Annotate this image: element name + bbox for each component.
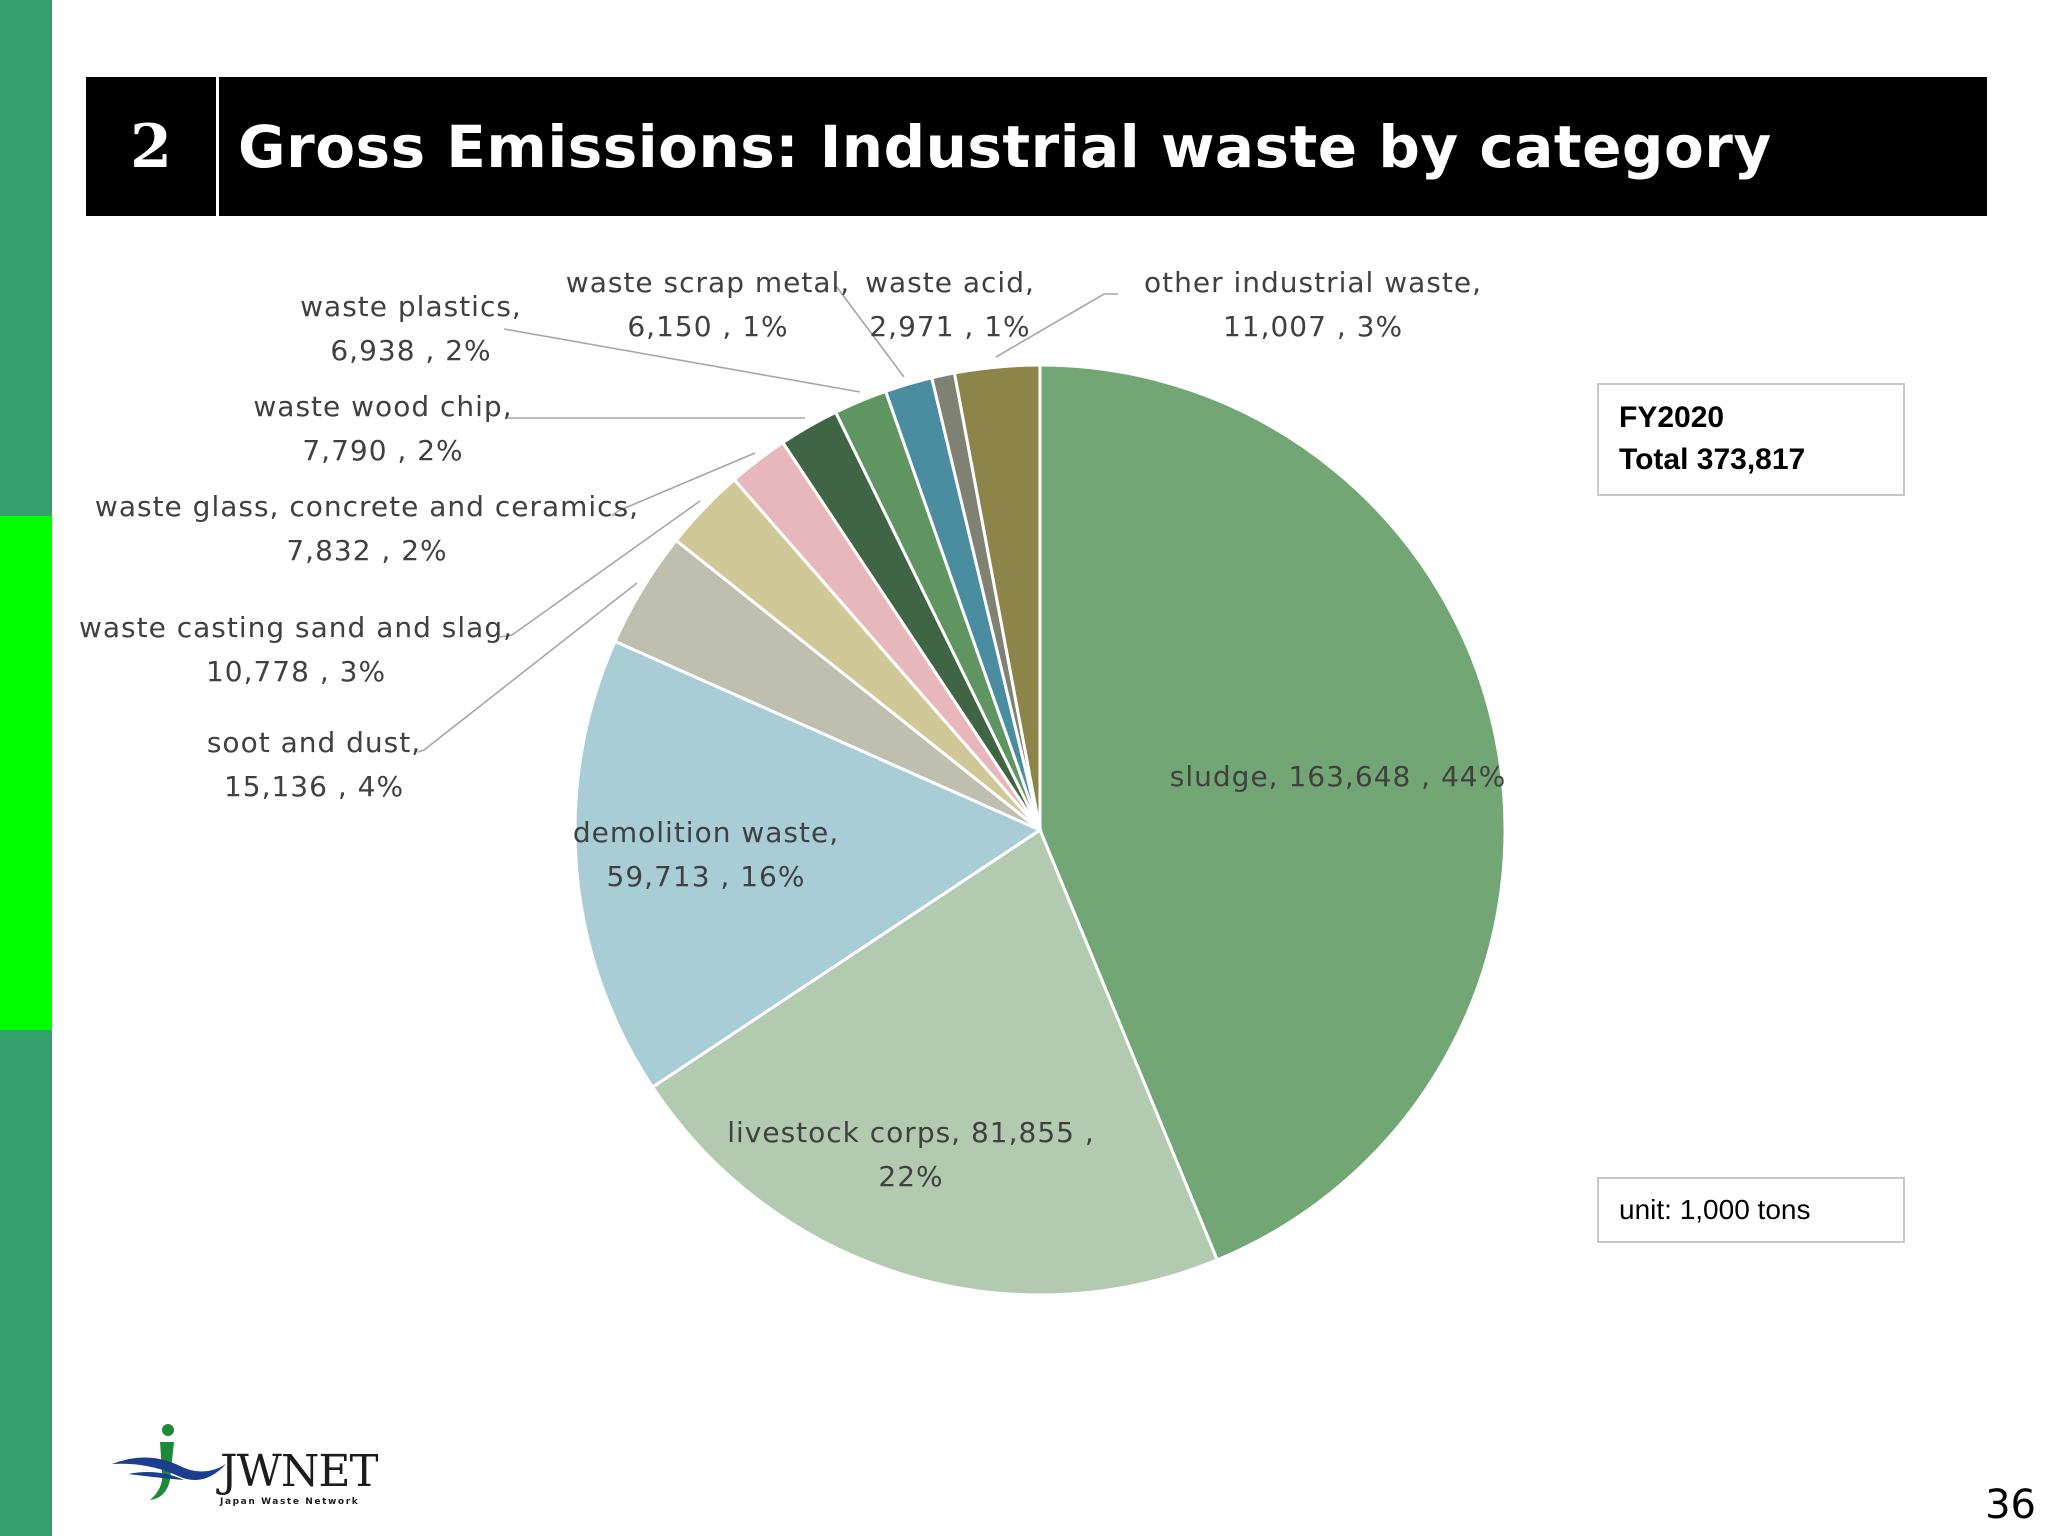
leader-line-waste-scrap-metal <box>835 285 905 378</box>
slice-label-waste-wood-chip: waste wood chip, 7,790 , 2% <box>253 390 512 467</box>
fiscal-year-label: FY2020 <box>1619 401 1725 434</box>
slice-label-line: waste wood chip, <box>253 390 512 423</box>
slice-label-line: 6,150 , 1% <box>627 310 788 343</box>
page-number: 36 <box>1985 1482 2036 1528</box>
slice-label-line: 7,832 , 2% <box>286 534 447 567</box>
slice-label-demolition-waste: demolition waste, 59,713 , 16% <box>573 816 839 893</box>
pie-slice-livestock-corps <box>650 827 1220 1297</box>
slice-label-waste-acid: waste acid, 2,971 , 1% <box>865 266 1035 343</box>
slice-label-line: waste plastics, <box>300 290 522 323</box>
slice-label-soot-and-dust: soot and dust, 15,136 , 4% <box>207 726 421 803</box>
leader-line-waste-casting-sand-and-slag <box>499 500 701 638</box>
slice-label-line: 10,778 , 3% <box>206 655 386 688</box>
total-label: Total 373,817 <box>1619 443 1806 476</box>
side-accent-highlight <box>0 516 52 1030</box>
slice-label-sludge: sludge, 163,648 , 44% <box>1170 760 1506 793</box>
pie-slice-other-industrial-waste <box>952 363 1042 831</box>
slice-label-line: waste glass, concrete and ceramics, <box>95 490 639 523</box>
slice-label-line: 59,713 , 16% <box>607 860 806 893</box>
pie-slices <box>573 363 1507 1297</box>
pie-slice-demolition-waste <box>573 639 1044 1090</box>
slice-label-waste-plastics: waste plastics, 6,938 , 2% <box>300 290 522 367</box>
slice-label-line: demolition waste, <box>573 816 839 849</box>
page-title: Gross Emissions: Industrial waste by cat… <box>238 112 1772 181</box>
jwnet-logo: JWNET Japan Waste Network <box>112 1424 378 1507</box>
slice-label-line: waste acid, <box>865 266 1035 299</box>
slice-label-waste-scrap-metal: waste scrap metal, 6,150 , 1% <box>566 266 850 343</box>
slice-label-line: soot and dust, <box>207 726 421 759</box>
slice-label-line: 11,007 , 3% <box>1223 310 1403 343</box>
slice-labels: sludge, 163,648 , 44% livestock corps, 81… <box>79 266 1506 1193</box>
slice-label-line: 2,971 , 1% <box>869 310 1030 343</box>
slice-label-line: other industrial waste, <box>1144 266 1482 299</box>
slice-label-line: 6,938 , 2% <box>330 334 491 367</box>
slice-label-line: waste casting sand and slag, <box>79 611 513 644</box>
leader-line-other-industrial-waste <box>995 293 1118 358</box>
slice-label-livestock-corps: livestock corps, 81,855 , 22% <box>727 1116 1095 1193</box>
slice-label-line: 22% <box>878 1160 943 1193</box>
slice-label-line: waste scrap metal, <box>566 266 850 299</box>
slice-label-other-industrial-waste: other industrial waste, 11,007 , 3% <box>1144 266 1482 343</box>
slice-label-waste-glass-concrete-and-ceramics: waste glass, concrete and ceramics, 7,832… <box>95 490 639 567</box>
fiscal-year-box: FY2020 Total 373,817 <box>1597 383 1905 496</box>
slice-label-line: sludge, 163,648 , 44% <box>1170 760 1506 793</box>
section-number: 2 <box>130 111 172 182</box>
pie-slice-sludge <box>1038 363 1507 1262</box>
logo-tagline: Japan Waste Network <box>219 1497 359 1507</box>
unit-box: unit: 1,000 tons <box>1597 1177 1905 1243</box>
title-bar: 2 Gross Emissions: Industrial waste by c… <box>86 77 1987 216</box>
slice-label-line: 7,790 , 2% <box>302 434 463 467</box>
leader-line-waste-plastics <box>503 328 861 393</box>
slice-label-line: 15,136 , 4% <box>224 770 404 803</box>
unit-label: unit: 1,000 tons <box>1619 1194 1811 1225</box>
slice-label-waste-casting-sand-and-slag: waste casting sand and slag, 10,778 , 3% <box>79 611 513 688</box>
leader-lines <box>417 285 1118 753</box>
leader-line-waste-glass-concrete-and-ceramics <box>611 452 756 517</box>
logo-brand: JWNET <box>216 1446 378 1497</box>
slice-label-line: livestock corps, 81,855 , <box>727 1116 1095 1149</box>
title-divider <box>216 77 219 216</box>
leader-line-soot-and-dust <box>417 582 638 753</box>
